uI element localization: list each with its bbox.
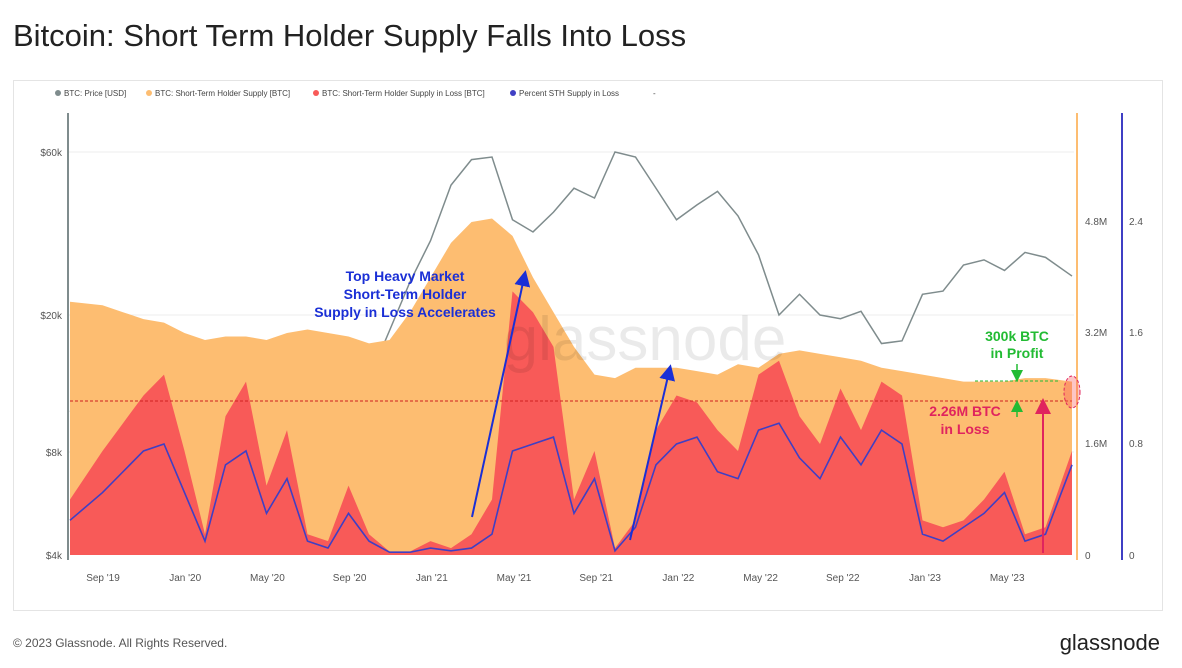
copyright: © 2023 Glassnode. All Rights Reserved. — [13, 636, 228, 650]
annotation-top-heavy: Short-Term Holder — [344, 286, 467, 302]
legend-item: Percent STH Supply in Loss — [519, 89, 619, 98]
annotation-top-heavy: Supply in Loss Accelerates — [314, 304, 496, 320]
y-right-percent-tick: 0.8 — [1129, 439, 1143, 450]
x-tick: May '23 — [990, 573, 1025, 584]
y-right-supply-tick: 1.6M — [1085, 439, 1107, 450]
plot-area — [69, 151, 1073, 555]
y-right-supply-tick: 3.2M — [1085, 328, 1107, 339]
legend-item: - — [653, 89, 656, 98]
legend-marker — [55, 90, 61, 96]
legend-item: BTC: Price [USD] — [64, 89, 126, 98]
y-right-percent-tick: 1.6 — [1129, 328, 1143, 339]
x-tick: Sep '22 — [826, 573, 860, 584]
y-right-supply-tick: 0 — [1085, 551, 1091, 562]
annotations: Top Heavy Market Short-Term Holder Supply … — [70, 268, 1081, 553]
x-tick: Jan '20 — [169, 573, 201, 584]
percent-loss-line — [69, 422, 1073, 554]
legend-marker — [510, 90, 516, 96]
legend: BTC: Price [USD] BTC: Short-Term Holder S… — [55, 89, 656, 98]
y-right-supply-tick: 4.8M — [1085, 217, 1107, 228]
legend-item: BTC: Short-Term Holder Supply [BTC] — [155, 89, 290, 98]
annotation-top-heavy: Top Heavy Market — [346, 268, 465, 284]
arrow-icon — [629, 364, 675, 541]
y-left-tick: $4k — [46, 551, 63, 562]
annotation-loss: 2.26M BTC — [929, 403, 1001, 419]
x-tick: Sep '21 — [579, 573, 613, 584]
y-left-tick: $60k — [40, 148, 63, 159]
x-tick: Jan '23 — [909, 573, 941, 584]
highlight-ellipse — [1063, 375, 1081, 409]
x-tick: Sep '20 — [333, 573, 367, 584]
annotation-profit: 300k BTC — [985, 328, 1049, 344]
legend-marker — [146, 90, 152, 96]
y-right-percent-tick: 0 — [1129, 551, 1135, 562]
x-tick: Sep '19 — [86, 573, 120, 584]
x-tick: May '21 — [497, 573, 532, 584]
y-left-tick: $20k — [40, 311, 63, 322]
chart-card — [13, 80, 1163, 611]
x-tick: May '20 — [250, 573, 285, 584]
x-tick: May '22 — [743, 573, 778, 584]
brand-logo: glassnode — [1059, 630, 1160, 655]
sth-loss-area — [70, 291, 1072, 555]
legend-marker — [313, 90, 319, 96]
y-left-tick: $8k — [46, 448, 63, 459]
watermark: glassnode — [504, 305, 787, 374]
x-tick: Jan '21 — [416, 573, 448, 584]
axes: $4k $8k $20k $60k 0 1.6M 3.2M 4.8M 0 0.8 1.6 2.4 Sep… — [40, 113, 1143, 584]
y-right-percent-tick: 2.4 — [1129, 217, 1143, 228]
annotation-loss: in Loss — [940, 421, 989, 437]
annotation-profit: in Profit — [991, 345, 1044, 361]
x-tick: Jan '22 — [662, 573, 694, 584]
page-title: Bitcoin: Short Term Holder Supply Falls … — [13, 18, 687, 53]
arrow-icon — [471, 270, 531, 518]
legend-item: BTC: Short-Term Holder Supply in Loss [B… — [322, 89, 485, 98]
